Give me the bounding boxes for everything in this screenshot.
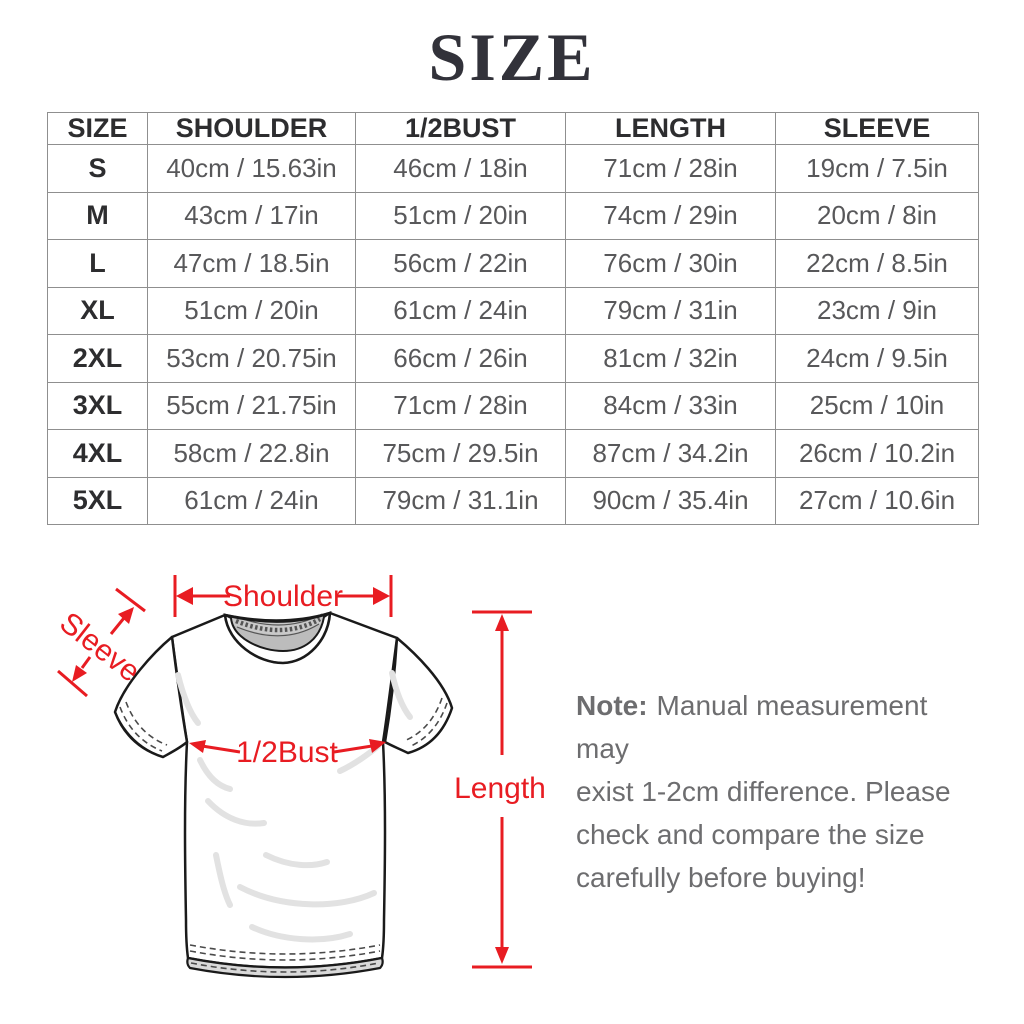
measurement-cell: 55cm / 21.75in: [147, 381, 356, 430]
col-header-shoulder: SHOULDER: [147, 112, 356, 145]
measurement-cell: 19cm / 7.5in: [775, 144, 979, 193]
measurement-cell: 71cm / 28in: [565, 144, 776, 193]
col-header-length: LENGTH: [565, 112, 776, 145]
bust-label: 1/2Bust: [236, 736, 338, 769]
size-cell: M: [47, 191, 148, 240]
measurement-cell: 51cm / 20in: [147, 286, 356, 335]
size-table: SIZE SHOULDER 1/2BUST LENGTH SLEEVE S 40…: [47, 112, 979, 525]
measurement-cell: 53cm / 20.75in: [147, 334, 356, 383]
table-row: 2XL 53cm / 20.75in 66cm / 26in 81cm / 32…: [47, 334, 979, 383]
size-cell: 5XL: [47, 476, 148, 525]
measurement-cell: 47cm / 18.5in: [147, 239, 356, 288]
measurement-cell: 79cm / 31in: [565, 286, 776, 335]
note-text: Manual measurement may: [576, 690, 928, 764]
size-cell: 3XL: [47, 381, 148, 430]
note-label: Note:: [576, 690, 648, 721]
tshirt-illustration: [113, 611, 454, 979]
tshirt-measurement-diagram: Shoulder Sleeve 1/2Bust Lengt: [53, 575, 546, 979]
table-row: XL 51cm / 20in 61cm / 24in 79cm / 31in 2…: [47, 286, 979, 335]
size-cell: S: [47, 144, 148, 193]
note-line: carefully before buying!: [576, 862, 866, 893]
measurement-cell: 23cm / 9in: [775, 286, 979, 335]
page-title: SIZE: [428, 19, 596, 95]
measurement-cell: 84cm / 33in: [565, 381, 776, 430]
size-cell: L: [47, 239, 148, 288]
size-cell: XL: [47, 286, 148, 335]
measurement-cell: 66cm / 26in: [355, 334, 566, 383]
table-header-row: SIZE SHOULDER 1/2BUST LENGTH SLEEVE: [47, 112, 979, 145]
bust-measure-arrow: 1/2Bust: [189, 736, 386, 769]
note-line: exist 1-2cm difference. Please: [576, 776, 951, 807]
measurement-cell: 61cm / 24in: [147, 476, 356, 525]
tshirt-hem: [186, 956, 384, 979]
measurement-cell: 20cm / 8in: [775, 191, 979, 240]
measurement-cell: 27cm / 10.6in: [775, 476, 979, 525]
col-header-sleeve: SLEEVE: [775, 112, 979, 145]
measurement-cell: 26cm / 10.2in: [775, 429, 979, 478]
size-cell: 2XL: [47, 334, 148, 383]
table-row: 4XL 58cm / 22.8in 75cm / 29.5in 87cm / 3…: [47, 429, 979, 478]
measurement-cell: 74cm / 29in: [565, 191, 776, 240]
table-row: L 47cm / 18.5in 56cm / 22in 76cm / 30in …: [47, 239, 979, 288]
measurement-cell: 58cm / 22.8in: [147, 429, 356, 478]
measurement-cell: 61cm / 24in: [355, 286, 566, 335]
measurement-cell: 79cm / 31.1in: [355, 476, 566, 525]
measurement-cell: 75cm / 29.5in: [355, 429, 566, 478]
measurement-cell: 40cm / 15.63in: [147, 144, 356, 193]
measurement-cell: 56cm / 22in: [355, 239, 566, 288]
table-row: 3XL 55cm / 21.75in 71cm / 28in 84cm / 33…: [47, 381, 979, 430]
measurement-cell: 46cm / 18in: [355, 144, 566, 193]
col-header-size: SIZE: [47, 112, 148, 145]
note-line: Note: Manual measurement may: [576, 684, 956, 770]
measurement-cell: 76cm / 30in: [565, 239, 776, 288]
length-label: Length: [454, 772, 546, 805]
size-cell: 4XL: [47, 429, 148, 478]
measurement-cell: 90cm / 35.4in: [565, 476, 776, 525]
table-row: M 43cm / 17in 51cm / 20in 74cm / 29in 20…: [47, 191, 979, 240]
sleeve-label: Sleeve: [53, 606, 146, 688]
measurement-cell: 71cm / 28in: [355, 381, 566, 430]
tshirt-body: [170, 611, 399, 969]
sleeve-measure-arrow: Sleeve: [53, 587, 146, 698]
tshirt-right-sleeve: [383, 636, 454, 755]
measurement-cell: 22cm / 8.5in: [775, 239, 979, 288]
measurement-cell: 24cm / 9.5in: [775, 334, 979, 383]
shoulder-label: Shoulder: [223, 580, 343, 613]
measurement-cell: 81cm / 32in: [565, 334, 776, 383]
note-line: check and compare the size: [576, 819, 925, 850]
measurement-cell: 43cm / 17in: [147, 191, 356, 240]
table-row: 5XL 61cm / 24in 79cm / 31.1in 90cm / 35.…: [47, 476, 979, 525]
measurement-cell: 51cm / 20in: [355, 191, 566, 240]
measurement-note: Note: Manual measurement may exist 1-2cm …: [576, 684, 956, 899]
tshirt-collar: [223, 611, 332, 665]
measurement-cell: 87cm / 34.2in: [565, 429, 776, 478]
col-header-bust: 1/2BUST: [355, 112, 566, 145]
measurement-cell: 25cm / 10in: [775, 381, 979, 430]
length-measure-arrow: Length: [454, 610, 546, 969]
table-row: S 40cm / 15.63in 46cm / 18in 71cm / 28in…: [47, 144, 979, 193]
shoulder-measure-arrow: Shoulder: [173, 575, 393, 617]
